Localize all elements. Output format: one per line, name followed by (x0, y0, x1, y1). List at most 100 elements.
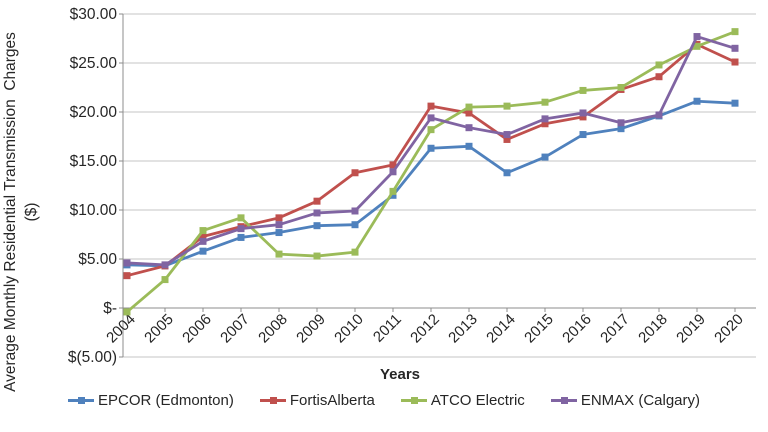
data-point-marker (237, 225, 245, 233)
data-point-marker (275, 250, 283, 258)
y-tick-label: $5.00 (78, 251, 117, 268)
data-point-marker (199, 227, 207, 235)
legend-item-enmax-calgary: ENMAX (Calgary) (550, 392, 700, 409)
data-point-marker (351, 248, 359, 256)
data-point-marker (123, 259, 131, 267)
data-point-marker (313, 209, 321, 217)
data-point-marker (731, 44, 739, 52)
legend-item-fortisalberta: FortisAlberta (259, 392, 375, 409)
legend-marker-icon (410, 397, 418, 404)
data-point-marker (199, 237, 207, 245)
data-point-marker (275, 214, 283, 222)
data-point-marker (655, 73, 663, 81)
legend-label: ATCO Electric (430, 392, 525, 409)
data-point-marker (503, 135, 511, 143)
data-point-marker (427, 114, 435, 122)
data-point-marker (541, 153, 549, 161)
data-point-marker (541, 120, 549, 128)
data-point-marker (693, 33, 701, 41)
y-tick-label: $15.00 (70, 153, 118, 170)
x-tick-label: 2020 (711, 311, 747, 347)
legend-item-atco-electric: ATCO Electric (400, 392, 525, 409)
legend-swatch-icon (400, 396, 427, 405)
data-point-marker (693, 42, 701, 50)
data-point-marker (199, 247, 207, 255)
data-point-marker (655, 61, 663, 69)
data-point-marker (617, 119, 625, 127)
data-point-marker (237, 214, 245, 222)
legend-swatch-icon (67, 396, 94, 405)
data-point-marker (313, 252, 321, 260)
y-tick-label: $30.00 (70, 6, 118, 23)
legend-swatch-icon (550, 396, 577, 405)
legend-marker-icon (77, 397, 85, 404)
legend-label: FortisAlberta (289, 392, 375, 409)
x-tick-label: 2017 (597, 311, 633, 347)
x-tick-label: 2009 (293, 311, 329, 347)
legend-marker-icon (560, 397, 568, 404)
legend-marker-icon (269, 397, 277, 404)
data-point-marker (465, 142, 473, 150)
x-tick-label: 2012 (407, 311, 443, 347)
data-point-marker (655, 111, 663, 119)
data-point-marker (579, 113, 587, 121)
x-tick-label: 2018 (635, 311, 671, 347)
x-tick-label: 2008 (255, 311, 291, 347)
legend-label: ENMAX (Calgary) (580, 392, 700, 409)
x-axis-title: Years (379, 366, 421, 383)
data-point-marker (351, 207, 359, 215)
data-point-marker (617, 125, 625, 133)
x-tick-label: 2015 (521, 311, 557, 347)
data-point-marker (579, 109, 587, 117)
data-point-marker (199, 232, 207, 240)
legend-swatch-icon (259, 396, 286, 405)
data-point-marker (427, 144, 435, 152)
x-tick-label: 2019 (673, 311, 709, 347)
data-point-marker (161, 261, 169, 269)
data-point-marker (427, 102, 435, 110)
x-tick-label: 2011 (370, 311, 405, 346)
data-point-marker (503, 169, 511, 177)
data-point-marker (389, 161, 397, 169)
y-tick-label: $20.00 (70, 104, 118, 121)
x-tick-label: 2010 (331, 311, 367, 347)
x-tick-label: 2007 (217, 311, 253, 347)
series-atco-electric (123, 28, 739, 316)
y-tick-label: $(5.00) (68, 349, 117, 366)
x-tick-label: 2005 (141, 311, 177, 347)
data-point-marker (465, 103, 473, 111)
data-point-marker (275, 229, 283, 237)
data-point-marker (389, 191, 397, 199)
y-tick-label: $- (103, 300, 117, 317)
data-point-marker (351, 221, 359, 229)
chart-legend: EPCOR (Edmonton) FortisAlberta ATCO Electr… (0, 392, 768, 409)
data-point-marker (351, 169, 359, 177)
x-axis-labels: 2004 2005 2006 2007 2008 2009 2010 2011 2012 2013… (103, 311, 747, 347)
x-tick-label: 2014 (483, 311, 519, 347)
data-point-marker (617, 84, 625, 91)
data-point-marker (731, 28, 739, 36)
data-point-marker (731, 58, 739, 66)
y-axis-labels: $30.00 $25.00 $20.00 $15.00 $10.00 $5.00 $- $(5… (68, 6, 117, 366)
data-point-marker (579, 86, 587, 94)
data-point-marker (465, 124, 473, 132)
data-point-marker (693, 97, 701, 105)
data-point-marker (389, 187, 397, 195)
x-tick-label: 2006 (179, 311, 215, 347)
gridlines (123, 13, 756, 358)
axes (119, 13, 756, 358)
data-point-marker (427, 126, 435, 134)
data-point-marker (579, 131, 587, 139)
data-point-marker (503, 102, 511, 110)
data-point-marker (541, 98, 549, 106)
data-point-marker (503, 131, 511, 139)
x-tick-label: 2016 (559, 311, 595, 347)
data-point-marker (313, 197, 321, 205)
data-point-marker (313, 222, 321, 230)
data-point-marker (123, 272, 131, 280)
data-point-marker (541, 115, 549, 123)
y-tick-label: $10.00 (70, 202, 118, 219)
x-tick-label: 2013 (445, 311, 481, 347)
series-fortisalberta (123, 40, 739, 280)
